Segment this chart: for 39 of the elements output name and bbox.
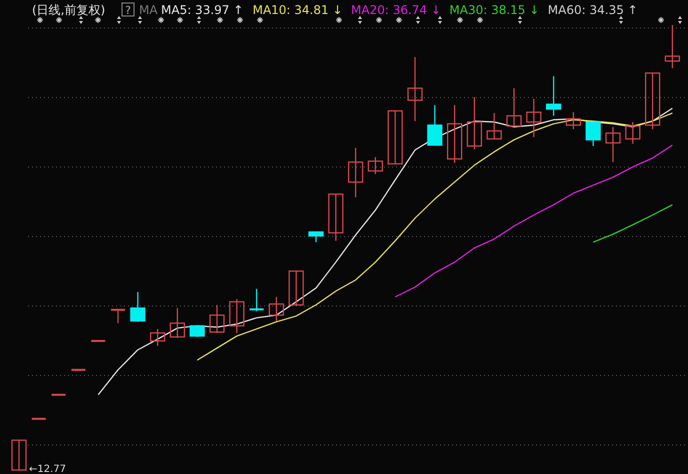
candlestick [130, 291, 146, 322]
annotation: ←12.77 [29, 464, 66, 474]
candlestick [250, 288, 264, 312]
candlestick [170, 307, 185, 338]
text: MA5: 33.97 ↑ [161, 3, 244, 17]
candlestick [645, 72, 660, 130]
candlestick [586, 121, 601, 147]
candlestick [427, 104, 442, 146]
text: MA10: 34.81 ↓ [252, 3, 343, 17]
candlestick [328, 194, 344, 242]
text: MA20: 36.74 ↓ [351, 3, 441, 17]
candlestick [150, 328, 166, 346]
candlestick [566, 112, 581, 130]
text: MA [139, 3, 158, 17]
candlestick [308, 231, 324, 243]
candlestick [664, 24, 680, 69]
candlestick [11, 440, 27, 471]
candlestick [605, 126, 621, 163]
candlestick [506, 88, 522, 127]
candlestick [466, 96, 482, 150]
text: MA30: 38.15 ↓ [449, 3, 540, 17]
candlestick [625, 121, 640, 144]
candlestick [209, 304, 225, 334]
text: MA60: 34.35 ↑ [548, 3, 638, 17]
candlestick [526, 98, 542, 138]
help-icon: ? [122, 2, 134, 17]
candlestick [368, 156, 383, 175]
candlestick [190, 325, 205, 338]
chart-title: (日线,前复权) [32, 3, 106, 17]
candlestick [348, 147, 364, 198]
candlestick [268, 296, 284, 322]
candlestick [447, 104, 462, 164]
candlestick [229, 298, 244, 334]
candlestick [546, 76, 562, 116]
candlestick [486, 112, 502, 140]
candlestick [407, 56, 423, 122]
candlestick [388, 110, 403, 164]
candlestick [288, 270, 304, 306]
candlestick [111, 308, 125, 324]
